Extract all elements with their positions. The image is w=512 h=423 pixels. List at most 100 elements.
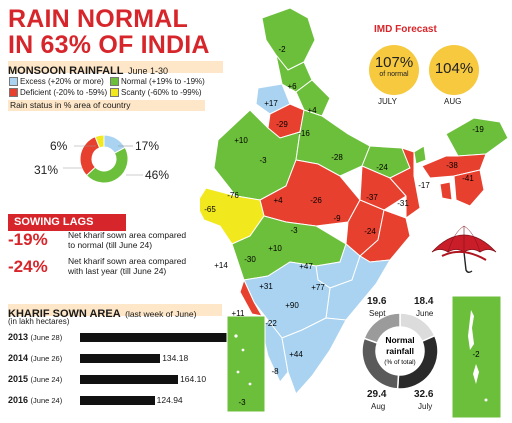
imd-aug-value: 104% — [434, 60, 474, 77]
map-label: +10 — [268, 244, 282, 253]
normal-rainfall-center-2: rainfall — [386, 346, 414, 356]
map-label: +4 — [273, 196, 283, 205]
map-label: -16 — [298, 129, 310, 138]
map-region-tamil-nadu — [281, 317, 347, 395]
map-region-sikkim — [413, 145, 427, 165]
bar-category-label: 2015 (June 24) — [8, 374, 62, 384]
normal-rainfall-slice-sept — [363, 312, 401, 344]
map-label: -28 — [331, 153, 343, 162]
map-label: -8 — [271, 367, 279, 376]
legend-swatch-normal — [110, 77, 119, 86]
map-label: +77 — [311, 283, 325, 292]
sowing-pct-last-year: -24% — [8, 257, 48, 276]
bar-category-label: 2016 (June 24) — [8, 395, 62, 405]
sowing-desc-2b: with last year (till June 24) — [68, 266, 167, 276]
imd-july-circle: 107% of normal — [369, 45, 419, 95]
imd-aug-circle: 104% — [429, 45, 479, 95]
headline-line-2: IN 63% OF INDIA — [8, 31, 210, 59]
legend-item-deficient: Deficient (-20% to -59%) — [9, 87, 110, 98]
map-label: -9 — [333, 214, 341, 223]
nr-june-name: June — [416, 309, 434, 318]
legend-item-excess: Excess (+20% or more) — [9, 76, 110, 87]
legend-swatch-excess — [9, 77, 18, 86]
rain-status-caption: Rain status in % area of country — [8, 100, 205, 111]
bar-date: (June 24) — [30, 375, 63, 384]
map-label: +6 — [287, 82, 297, 91]
map-label: +4 — [307, 106, 317, 115]
map-label: -24 — [376, 163, 388, 172]
sowing-heading: SOWING LAGS — [8, 214, 126, 231]
imd-july-month: JULY — [378, 97, 397, 106]
legend-item-normal: Normal (+19% to -19%) — [110, 76, 205, 87]
monsoon-heading: MONSOON RAINFALL — [8, 65, 124, 77]
nr-aug-name: Aug — [371, 402, 386, 411]
bar-year: 2014 — [8, 353, 31, 363]
map-label: -30 — [244, 255, 256, 264]
map-label: -41 — [462, 174, 474, 183]
legend-swatch-scanty — [110, 88, 119, 97]
map-region-jharkhand — [359, 165, 407, 211]
imd-aug-month: AUG — [444, 97, 462, 106]
imd-july-value: 107% — [374, 54, 414, 71]
imd-july-sub: of normal — [379, 71, 409, 78]
map-label: -22 — [265, 319, 277, 328]
map-label: +14 — [214, 261, 228, 270]
kharif-bar — [80, 354, 161, 363]
rainfall-legend: Excess (+20% or more) Normal (+19% to -1… — [9, 76, 229, 98]
map-region-karnataka — [243, 261, 331, 339]
map-region-arunachal — [445, 117, 509, 157]
nr-sept-name: Sept — [369, 309, 386, 318]
map-region-konkan — [239, 278, 263, 317]
headline-line-1: RAIN NORMAL — [8, 5, 188, 33]
kharif-subheading: (last week of June) — [125, 309, 197, 319]
map-label: -2 — [278, 45, 286, 54]
map-label: +31 — [259, 282, 273, 291]
map-label: -37 — [366, 193, 378, 202]
rain-status-donut: 6% 17% 31% 46% — [34, 134, 169, 184]
kharif-bar — [80, 375, 179, 384]
nr-june-value: 18.4 — [414, 296, 434, 307]
nr-july-value: 32.6 — [414, 389, 434, 400]
bar-category-label: 2013 (June 28) — [8, 332, 62, 342]
sowing-desc-2a: Net kharif sown area compared — [68, 256, 187, 266]
india-rainfall-map: -2 +6 +17 +4 -29 -16 +10 -3 -28 -24 -19 … — [200, 7, 509, 419]
map-label: -17 — [418, 181, 430, 190]
legend-swatch-deficient — [9, 88, 18, 97]
bar-date: (June 24) — [30, 396, 63, 405]
donut-label-excess: 17% — [135, 139, 159, 153]
kharif-bar — [80, 396, 155, 405]
map-label: -38 — [446, 161, 458, 170]
map-label: -26 — [310, 196, 322, 205]
map-label: -3 — [238, 398, 246, 407]
bar-value-label: 134.18 — [162, 353, 189, 363]
map-label: +10 — [234, 136, 248, 145]
map-label: -29 — [276, 120, 288, 129]
bar-category-label: 2014 (June 26) — [8, 353, 62, 363]
monsoon-heading-band: MONSOON RAINFALL June 1-30 — [8, 61, 223, 77]
bar-date: (June 26) — [30, 354, 63, 363]
bar-year: 2013 — [8, 332, 31, 342]
map-region-jk — [261, 7, 316, 71]
legend-item-scanty: Scanty (-60% to -99%) — [110, 87, 201, 98]
map-label: -3 — [259, 156, 267, 165]
map-label: -3 — [290, 226, 298, 235]
lakshadweep-inset — [226, 315, 266, 413]
kharif-heading-band: KHARIF SOWN AREA (last week of June) — [8, 304, 222, 320]
map-label: -19 — [472, 125, 484, 134]
normal-rainfall-center-1: Normal — [385, 335, 414, 345]
normal-rainfall-center-3: (% of total) — [384, 359, 415, 366]
sowing-pct-normal: -19% — [8, 230, 48, 249]
bar-value-label: 124.94 — [156, 395, 183, 405]
nr-aug-value: 29.4 — [367, 389, 387, 400]
normal-rainfall-donut: Normal rainfall (% of total) — [361, 312, 439, 390]
bar-year: 2015 — [8, 374, 31, 384]
donut-label-scanty: 6% — [50, 139, 68, 153]
monsoon-period: June 1-30 — [127, 66, 168, 76]
map-label: -76 — [227, 191, 239, 200]
donut-slice-scanty — [94, 134, 105, 149]
sowing-desc-1b: to normal (till June 24) — [68, 240, 153, 250]
kharif-bar — [80, 333, 230, 342]
map-label: -31 — [397, 199, 409, 208]
nr-july-name: July — [418, 402, 433, 411]
bar-year: 2016 — [8, 395, 31, 405]
